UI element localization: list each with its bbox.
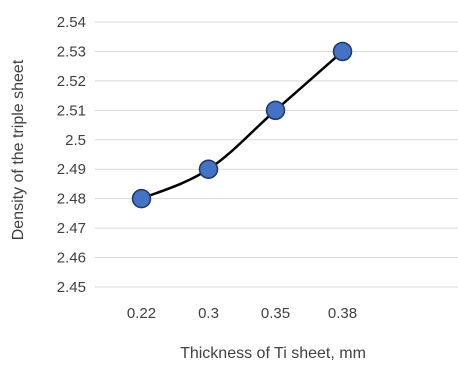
y-tick-label: 2.46 (57, 250, 86, 267)
series-line-group (140, 50, 344, 200)
data-point (265, 100, 286, 121)
y-axis-title: Density of the triple sheet (10, 59, 27, 240)
data-point (131, 188, 152, 209)
data-point (332, 41, 353, 62)
x-tick-label: 0.35 (261, 305, 290, 322)
x-axis-title: Thickness of Ti sheet, mm (180, 345, 366, 362)
x-tick-label: 0.3 (198, 305, 219, 322)
data-markers (131, 41, 353, 209)
y-tick-label: 2.49 (57, 161, 86, 178)
y-tick-label: 2.45 (57, 279, 86, 296)
x-tick-label: 0.22 (127, 305, 156, 322)
y-tick-label: 2.53 (57, 43, 86, 60)
x-tick-labels: 0.22 0.3 0.35 0.38 (127, 305, 357, 322)
y-tick-label: 2.5 (65, 132, 86, 149)
y-tick-label: 2.51 (57, 102, 86, 119)
y-tick-labels: 2.45 2.46 2.47 2.48 2.49 2.5 2.51 2.52 2.53 2.54 (57, 14, 86, 296)
y-tick-label: 2.54 (57, 14, 86, 31)
y-tick-label: 2.48 (57, 191, 86, 208)
gridlines (95, 21, 458, 288)
series-line (140, 50, 344, 200)
data-point (198, 159, 219, 179)
y-tick-label: 2.52 (57, 73, 86, 90)
x-tick-label: 0.38 (328, 305, 357, 322)
y-tick-label: 2.47 (57, 220, 86, 237)
